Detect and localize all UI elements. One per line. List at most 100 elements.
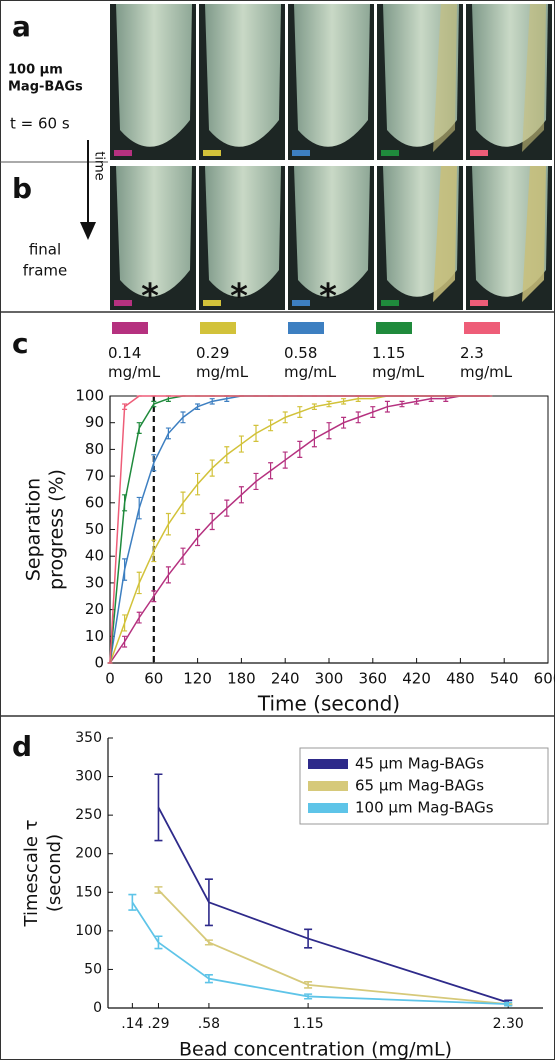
error-bar (209, 512, 215, 531)
tube (116, 166, 192, 297)
error-bar (151, 454, 157, 472)
y-tick-label: 50 (85, 520, 104, 538)
error-bar (154, 886, 163, 894)
error-bar (297, 406, 303, 418)
color-swatch (470, 300, 488, 306)
legend-swatch (376, 322, 412, 334)
error-bar (253, 472, 259, 491)
error-bar (195, 403, 201, 410)
error-bar (136, 611, 142, 624)
y-axis-label: Timescale τ (21, 820, 42, 928)
error-bar (224, 446, 230, 464)
legend-label: 1.15 mg/mL (372, 344, 425, 381)
y-tick-label: 90 (85, 413, 104, 431)
y-tick-label: 0 (94, 654, 104, 672)
error-bar (128, 893, 137, 911)
y-tick-label: 60 (85, 493, 104, 511)
sample-label: 100 µm (8, 63, 63, 78)
error-bar (209, 398, 215, 405)
error-bar (282, 411, 288, 424)
y-tick-label: 300 (75, 769, 102, 785)
error-bar (154, 935, 163, 950)
error-bar (297, 440, 303, 459)
y-axis-label: Separation (23, 478, 45, 581)
legend-label: 0.29 mg/mL (196, 344, 249, 381)
y-tick-label: 80 (85, 440, 104, 458)
color-swatch (114, 300, 132, 306)
legend-swatch (112, 322, 148, 334)
error-bar (399, 400, 405, 408)
x-tick-label: 600 (534, 670, 555, 688)
tube (294, 166, 370, 297)
error-bar (180, 491, 186, 515)
error-bar (370, 406, 376, 418)
error-bar (165, 512, 171, 536)
color-swatch (114, 150, 132, 156)
panel-label: d (12, 730, 32, 763)
error-bar (304, 980, 313, 989)
y-tick-label: 0 (93, 1000, 102, 1016)
y-tick-label: 200 (75, 846, 102, 862)
error-bar (122, 614, 128, 632)
series-line (131, 901, 509, 1006)
y-tick-label: 100 (75, 387, 104, 405)
sample-label: Mag-BAGs (8, 80, 83, 95)
error-bar (180, 411, 186, 424)
error-bar (122, 558, 128, 581)
error-bar (136, 571, 142, 595)
y-tick-label: 10 (85, 627, 104, 645)
error-bar (204, 939, 213, 946)
error-bar (122, 494, 128, 512)
final-label: frame (23, 262, 67, 280)
panel-label: c (12, 327, 29, 360)
error-bar (195, 528, 201, 547)
error-bar (341, 416, 347, 429)
x-tick-label: 2.30 (493, 1016, 524, 1032)
x-tick-label: .58 (198, 1016, 220, 1032)
bead-streak (433, 166, 457, 302)
error-bar (204, 974, 213, 984)
marker: * (141, 277, 159, 317)
color-swatch (381, 150, 399, 156)
error-bar (154, 773, 163, 842)
error-bar (224, 499, 230, 517)
error-bar (165, 566, 171, 584)
series-line (109, 395, 490, 664)
tube (205, 4, 281, 147)
time-label: t = 60 s (10, 115, 70, 133)
series-line (157, 807, 509, 1004)
error-bar (238, 486, 244, 504)
y-tick-label: 40 (85, 547, 104, 565)
x-tick-label: 120 (183, 670, 212, 688)
error-bar (209, 459, 215, 477)
x-tick-label: 60 (144, 670, 163, 688)
x-tick-label: 240 (271, 670, 300, 688)
x-tick-label: .14 (121, 1016, 143, 1032)
final-label: final (29, 241, 61, 259)
color-swatch (381, 300, 399, 306)
x-tick-label: 420 (402, 670, 431, 688)
x-tick-label: .29 (147, 1016, 169, 1032)
error-bar (180, 547, 186, 565)
legend-label: 45 µm Mag-BAGs (355, 755, 484, 773)
y-axis-label: (second) (44, 834, 65, 912)
tube (294, 4, 370, 147)
legend-swatch (464, 322, 500, 334)
bead-streak (522, 166, 546, 302)
error-bar (268, 419, 274, 432)
series-line (157, 889, 509, 1006)
error-bar (151, 590, 157, 603)
x-axis-label: Bead concentration (mg/mL) (179, 1039, 452, 1060)
error-bar (238, 435, 244, 453)
color-swatch (292, 300, 310, 306)
x-tick-label: 180 (227, 670, 256, 688)
error-bar (136, 496, 142, 520)
arrow-head (80, 222, 96, 240)
legend-label: 0.14 mg/mL (108, 344, 161, 381)
tube (116, 4, 192, 147)
x-axis-label: Time (second) (257, 692, 400, 716)
error-bar (151, 400, 157, 408)
panel-label: b (12, 172, 32, 205)
